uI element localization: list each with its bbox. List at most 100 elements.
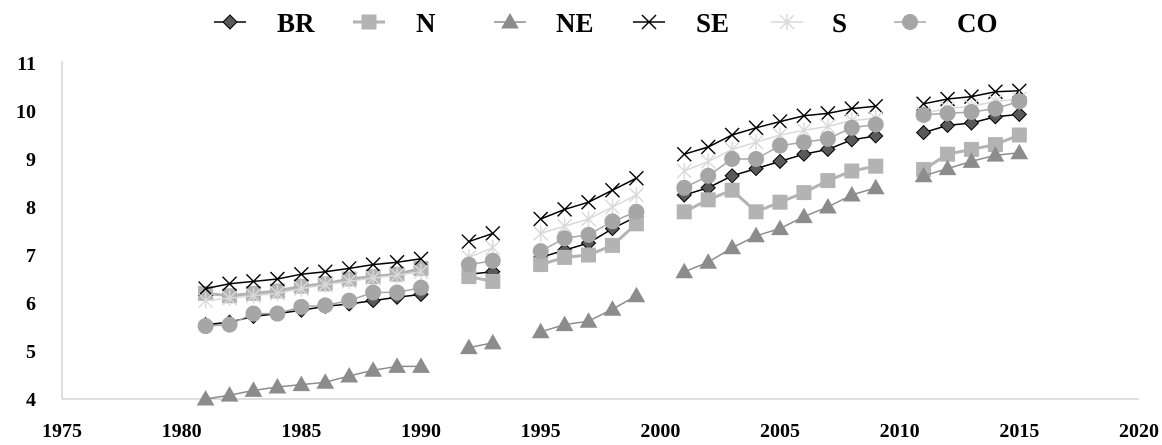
- legend-marker-se: [641, 14, 657, 30]
- data-point-se: [317, 264, 333, 280]
- data-point-ne: [244, 381, 263, 397]
- data-point-co: [700, 167, 717, 184]
- y-tick-label: 6: [26, 293, 36, 315]
- x-tick-label: 1975: [42, 420, 82, 442]
- data-point-ne: [579, 312, 598, 328]
- data-point-br: [915, 124, 932, 141]
- series-line-se: [468, 232, 494, 243]
- data-point-se: [820, 105, 836, 121]
- data-point-br: [963, 115, 980, 131]
- data-point-n: [772, 194, 788, 210]
- y-tick-label: 8: [26, 197, 36, 219]
- series-line-s: [205, 271, 422, 302]
- data-point-n: [557, 249, 573, 265]
- data-point-s: [533, 225, 549, 242]
- data-point-br: [772, 153, 788, 170]
- data-point-ne: [531, 322, 550, 339]
- series-line-ne: [205, 365, 421, 400]
- data-point-co: [987, 100, 1004, 117]
- data-point-se: [796, 108, 812, 124]
- data-point-br: [724, 168, 740, 184]
- data-point-ne: [747, 226, 765, 243]
- series-layer: [196, 83, 1029, 406]
- data-point-co: [724, 151, 741, 167]
- data-point-ne: [675, 262, 694, 279]
- data-point-ne: [771, 219, 789, 236]
- data-point-ne: [196, 389, 215, 406]
- data-point-se: [748, 120, 764, 136]
- data-point-n: [940, 146, 956, 162]
- data-point-co: [1011, 93, 1028, 110]
- data-point-co: [867, 116, 884, 133]
- data-point-s: [413, 263, 429, 280]
- data-point-s: [293, 280, 309, 297]
- data-point-co: [293, 298, 310, 315]
- data-point-ne: [316, 373, 335, 389]
- data-point-ne: [962, 152, 981, 168]
- x-tick-label: 1990: [401, 420, 441, 442]
- data-point-co: [748, 151, 765, 167]
- data-point-se: [245, 273, 261, 289]
- data-point-se: [413, 251, 429, 267]
- axes: 1975 1980 1985 1990 1995 2000 2005 2010 2015 2020…: [16, 53, 1159, 442]
- data-point-ne: [483, 333, 502, 350]
- series-line-n: [205, 266, 422, 298]
- legend-marker-n: [361, 14, 377, 30]
- data-point-s: [222, 290, 238, 307]
- data-point-se: [724, 127, 740, 143]
- data-point-ne: [340, 366, 359, 383]
- series-co: [197, 93, 1028, 335]
- data-point-s: [748, 134, 764, 151]
- data-point-ne: [555, 315, 574, 332]
- data-point-se: [485, 225, 501, 241]
- data-point-n: [676, 204, 692, 220]
- y-tick-label: 11: [17, 53, 36, 75]
- data-point-se: [389, 254, 405, 270]
- data-point-ne: [627, 286, 646, 303]
- data-point-s: [604, 199, 620, 215]
- data-point-ne: [986, 146, 1005, 162]
- data-point-ne: [412, 357, 430, 373]
- data-point-ne: [819, 197, 837, 214]
- legend-item-se: SE: [633, 8, 729, 38]
- x-tick-label: 1980: [162, 420, 202, 442]
- data-point-co: [532, 243, 549, 260]
- x-tick-label: 2020: [1119, 420, 1159, 442]
- x-tick-label: 2015: [999, 420, 1039, 442]
- legend-marker-co: [902, 14, 918, 30]
- data-point-co: [389, 284, 406, 301]
- data-point-co: [628, 203, 645, 220]
- data-point-co: [939, 105, 956, 122]
- data-point-ne: [460, 338, 478, 355]
- data-point-se: [772, 114, 788, 130]
- data-point-br: [868, 128, 884, 144]
- data-point-ne: [364, 361, 382, 377]
- data-point-n: [533, 257, 549, 273]
- data-point-ne: [795, 207, 813, 224]
- legend-marker-s: [779, 14, 795, 30]
- data-point-s: [389, 267, 405, 284]
- legend-marker-ne: [501, 12, 519, 29]
- data-point-ne: [1010, 143, 1029, 160]
- y-tick-label: 7: [26, 245, 36, 267]
- legend-item-s: S: [771, 8, 847, 38]
- x-tick-label: 2000: [640, 420, 680, 442]
- data-point-ne: [842, 185, 861, 202]
- legend-item-n: N: [353, 8, 436, 38]
- data-point-co: [604, 213, 621, 230]
- data-point-co: [915, 106, 932, 123]
- legend-item-ne: NE: [494, 8, 594, 38]
- series-line-se: [205, 258, 422, 290]
- data-point-s: [341, 273, 357, 290]
- data-point-co: [317, 297, 334, 314]
- data-point-se: [581, 194, 597, 210]
- y-tick-label: 5: [26, 341, 36, 363]
- y-tick-label: 9: [26, 149, 36, 171]
- data-point-co: [460, 256, 477, 273]
- series-ne: [196, 143, 1029, 406]
- data-point-co: [341, 292, 358, 309]
- data-point-co: [556, 230, 573, 247]
- data-point-se: [676, 146, 692, 162]
- data-point-ne: [938, 159, 957, 176]
